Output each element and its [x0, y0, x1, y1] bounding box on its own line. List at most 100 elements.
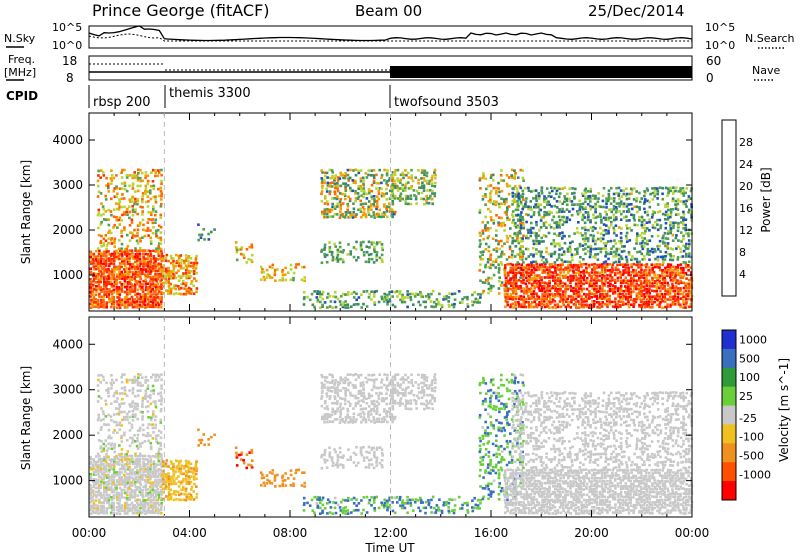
power-cell [110, 254, 113, 258]
power-cell [136, 224, 140, 227]
velocity-cell [141, 511, 144, 514]
velocity-cell [159, 436, 163, 440]
power-cell [420, 169, 424, 172]
power-cell [167, 274, 171, 278]
power-cell [630, 258, 633, 262]
power-cell [521, 250, 525, 254]
power-cell [123, 277, 127, 280]
velocity-cell [157, 493, 161, 497]
velocity-cell [142, 460, 145, 464]
power-cell [684, 223, 687, 227]
power-cell [541, 295, 544, 298]
power-cell [92, 287, 96, 291]
power-cell [645, 276, 648, 280]
power-cell [582, 263, 585, 266]
power-cell [676, 266, 679, 269]
power-cell [511, 215, 515, 219]
power-cell [674, 299, 677, 303]
velocity-cell [102, 501, 105, 505]
power-cell [556, 282, 560, 286]
power-cell [675, 204, 678, 208]
power-cell [661, 263, 664, 267]
velocity-cell [144, 485, 148, 489]
power-cell [412, 189, 416, 192]
power-cell [540, 192, 544, 195]
power-cell [381, 248, 384, 252]
power-cell [97, 258, 100, 261]
power-cell [284, 266, 287, 270]
velocity-cell [100, 472, 104, 476]
power-cell [375, 215, 379, 218]
power-cell [637, 287, 641, 291]
power-cell [684, 261, 688, 264]
power-cell [185, 276, 188, 280]
power-cell [529, 253, 533, 256]
power-cell [524, 200, 528, 203]
power-cell [591, 205, 594, 209]
power-cell [115, 185, 118, 188]
power-cell [129, 200, 132, 203]
power-cell [336, 248, 340, 252]
power-cell [271, 266, 274, 270]
power-cell [120, 234, 124, 238]
power-cell [632, 303, 636, 306]
power-cell [416, 293, 420, 296]
power-cell [495, 190, 498, 193]
power-cell [535, 305, 539, 309]
power-cell [144, 280, 148, 283]
power-cell [646, 213, 650, 217]
power-cell [664, 305, 667, 309]
power-cell [682, 192, 685, 195]
velocity-cell [154, 475, 158, 479]
power-cell [179, 254, 183, 257]
power-cell [489, 216, 493, 219]
power-cell [585, 277, 589, 280]
power-cell [495, 214, 498, 217]
power-cell [643, 257, 646, 261]
velocity-cell [159, 496, 163, 500]
power-cell [323, 252, 326, 256]
power-cell [154, 278, 158, 281]
power-cell [342, 249, 345, 252]
power-cell [667, 190, 670, 193]
power-cell [593, 282, 596, 285]
power-cell [370, 298, 373, 301]
power-cell [131, 255, 134, 258]
power-cell [383, 295, 387, 299]
power-cell [607, 216, 611, 220]
power-cell [303, 265, 306, 269]
power-cell [669, 208, 673, 211]
power-cell [137, 168, 140, 172]
power-cell [517, 241, 521, 245]
velocity-cell [126, 457, 129, 461]
freq-label-2: [MHz] [4, 66, 36, 79]
power-cell [663, 231, 667, 235]
power-cell [590, 276, 593, 280]
power-cell [573, 197, 576, 200]
power-cell [333, 192, 337, 196]
power-cell [522, 198, 525, 201]
power-cell [661, 287, 664, 290]
velocity-cell [125, 463, 129, 466]
power-cell [339, 257, 342, 261]
power-cell [182, 280, 185, 283]
power-cell [128, 275, 132, 279]
power-cell [593, 273, 596, 277]
power-cell [550, 205, 553, 208]
power-cell [595, 281, 598, 284]
power-cell [656, 299, 660, 303]
power-cell [526, 228, 530, 232]
power-cell [509, 284, 513, 287]
power-cell [640, 197, 643, 200]
power-cell [543, 195, 546, 198]
power-cell [549, 266, 552, 269]
velocity-cell [131, 441, 134, 445]
power-cell [679, 274, 683, 278]
power-cell [423, 173, 426, 177]
power-cell [125, 257, 129, 261]
power-cell [123, 184, 127, 187]
velocity-cell [125, 498, 129, 502]
power-cell [519, 237, 523, 240]
power-cell [511, 210, 515, 213]
power-cell [582, 213, 585, 217]
